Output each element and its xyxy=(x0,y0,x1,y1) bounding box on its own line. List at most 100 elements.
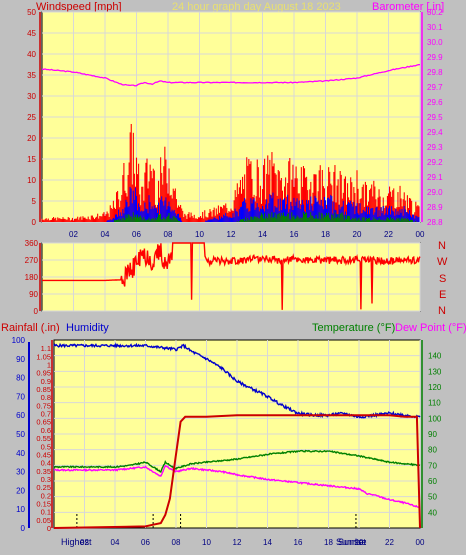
rainfall-tick-label: 0.2 xyxy=(41,491,51,500)
highest-marker-label: Highest xyxy=(61,537,92,547)
x-tick-label: 12 xyxy=(233,538,242,547)
windspeed-tick-label: 20 xyxy=(27,134,36,143)
temperature-tick-label: 130 xyxy=(428,367,442,376)
temperature-tick-label: 70 xyxy=(428,461,437,470)
wind-panel-series xyxy=(41,63,421,222)
temp-panel-series xyxy=(53,342,421,529)
barometer-tick-label: 29.3 xyxy=(427,143,443,152)
x-tick-label: 12 xyxy=(227,230,236,239)
graph-title: 24 hour graph day August 18 2023 xyxy=(172,1,341,13)
x-tick-label: 14 xyxy=(258,230,267,239)
rainfall-tick-label: 0.95 xyxy=(36,369,51,378)
humidity-tick-label: 40 xyxy=(16,449,25,458)
direction-axis-ticks: 0 90 180 270 360 xyxy=(25,239,41,316)
windspeed-tick-label: 40 xyxy=(27,50,36,59)
windspeed-tick-label: 50 xyxy=(27,8,36,17)
wind-panel-x-ticks: 02 04 06 08 10 12 14 16 18 20 22 00 xyxy=(69,230,425,239)
x-tick-label: 08 xyxy=(172,538,181,547)
humidity-tick-label: 30 xyxy=(16,468,25,477)
humidity-axis-ticks: 0 10 20 30 40 50 60 70 80 90 100 xyxy=(12,336,26,533)
humidity-tick-label: 50 xyxy=(16,430,25,439)
barometer-tick-label: 29.5 xyxy=(427,113,443,122)
x-tick-label: 04 xyxy=(101,230,110,239)
sunset-marker-label: Sunset xyxy=(338,537,367,547)
x-tick-label: 16 xyxy=(290,230,299,239)
compass-label-n-bottom: N xyxy=(438,305,446,317)
temp-panel-grid xyxy=(54,340,421,528)
temperature-tick-label: 120 xyxy=(428,383,442,392)
barometer-tick-label: 30.1 xyxy=(427,23,443,32)
windspeed-tick-label: 35 xyxy=(27,71,36,80)
humidity-series-line xyxy=(53,342,421,419)
barometer-tick-label: 30.0 xyxy=(427,38,443,47)
barometer-tick-label: 29.9 xyxy=(427,53,443,62)
rainfall-tick-label: 0.15 xyxy=(36,499,51,508)
x-tick-label: 06 xyxy=(132,230,141,239)
windspeed-tick-label: 0 xyxy=(32,218,37,227)
direction-tick-label: 0 xyxy=(34,307,39,316)
x-tick-label: 10 xyxy=(202,538,211,547)
humidity-tick-label: 0 xyxy=(21,524,26,533)
humidity-tick-label: 80 xyxy=(16,374,25,383)
temperature-axis-title: Temperature (°F) xyxy=(312,322,395,334)
rainfall-tick-label: 0.4 xyxy=(41,459,51,468)
x-tick-label: 22 xyxy=(384,230,393,239)
rainfall-tick-label: 0 xyxy=(47,524,51,533)
rainfall-tick-label: 0.35 xyxy=(36,467,51,476)
x-tick-label: 22 xyxy=(385,538,394,547)
windspeed-tick-label: 15 xyxy=(27,155,36,164)
dew-point-series-line xyxy=(53,464,421,509)
x-tick-label: 06 xyxy=(141,538,150,547)
rainfall-tick-label: 0.1 xyxy=(41,508,51,517)
rainfall-tick-label: 1.05 xyxy=(36,352,51,361)
barometer-tick-label: 29.1 xyxy=(427,173,443,182)
temperature-tick-label: 40 xyxy=(428,508,437,517)
direction-panel-series xyxy=(42,242,421,310)
barometer-tick-label: 29.7 xyxy=(427,83,443,92)
barometer-tick-label: 30.2 xyxy=(427,8,443,17)
barometer-tick-label: 29.8 xyxy=(427,68,443,77)
x-tick-label: 00 xyxy=(416,538,425,547)
humidity-tick-label: 10 xyxy=(16,505,25,514)
barometer-tick-label: 29.4 xyxy=(427,128,443,137)
humidity-tick-label: 60 xyxy=(16,411,25,420)
temp-panel-x-ticks: 02 04 06 08 10 12 14 16 18 20 22 00 xyxy=(80,538,425,547)
x-tick-label: 14 xyxy=(263,538,272,547)
direction-panel-grid xyxy=(42,242,421,312)
rainfall-tick-label: 0.55 xyxy=(36,434,51,443)
windspeed-axis-ticks: 0 5 10 15 20 25 30 35 40 45 50 xyxy=(27,8,41,227)
humidity-tick-label: 90 xyxy=(16,355,25,364)
barometer-tick-label: 29.0 xyxy=(427,188,443,197)
compass-label-s: S xyxy=(439,273,446,285)
rainfall-axis-ticks: 00.050.10.150.20.250.30.350.40.450.50.55… xyxy=(36,340,53,533)
temperature-tick-label: 90 xyxy=(428,430,437,439)
compass-label-w: W xyxy=(437,256,448,268)
barometer-tick-label: 29.6 xyxy=(427,98,443,107)
rainfall-axis-title: Rainfall (.in) xyxy=(1,322,60,334)
x-tick-label: 20 xyxy=(355,538,364,547)
temperature-tick-label: 50 xyxy=(428,493,437,502)
temperature-tick-label: 100 xyxy=(428,414,442,423)
humidity-tick-label: 70 xyxy=(16,392,25,401)
wind-direction-series-line xyxy=(42,242,421,310)
direction-tick-label: 270 xyxy=(25,256,39,265)
x-tick-label: 18 xyxy=(324,538,333,547)
x-tick-label: 04 xyxy=(111,538,120,547)
humidity-tick-label: 100 xyxy=(12,336,26,345)
rainfall-tick-label: 0.75 xyxy=(36,401,51,410)
x-tick-label: 10 xyxy=(195,230,204,239)
humidity-tick-label: 20 xyxy=(16,486,25,495)
direction-tick-label: 360 xyxy=(25,239,39,248)
temperature-tick-label: 110 xyxy=(428,399,441,408)
rainfall-tick-label: 0.25 xyxy=(36,483,51,492)
compass-label-e: E xyxy=(439,289,446,301)
rainfall-series-line xyxy=(53,414,421,529)
barometer-axis-title: Barometer [.in] xyxy=(372,1,444,13)
humidity-axis-title: Humidity xyxy=(66,322,109,334)
x-tick-label: 02 xyxy=(80,538,89,547)
windspeed-axis-title: Windspeed [mph] xyxy=(36,1,122,13)
windspeed-tick-label: 25 xyxy=(27,113,36,122)
direction-tick-label: 180 xyxy=(25,273,39,282)
rainfall-tick-label: 0.85 xyxy=(36,385,51,394)
